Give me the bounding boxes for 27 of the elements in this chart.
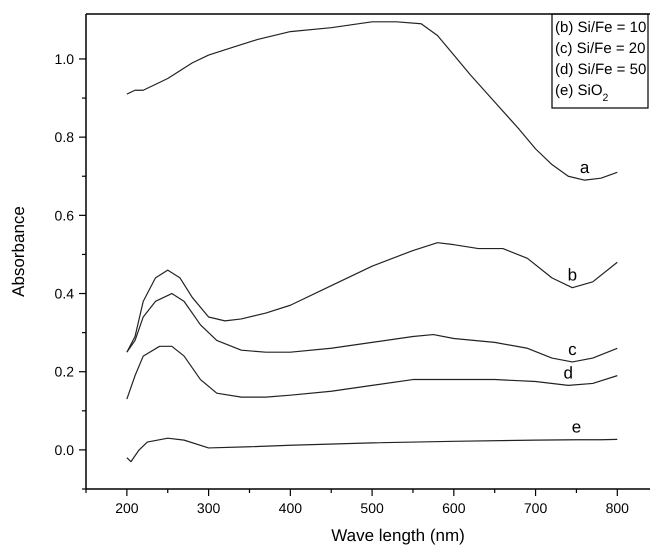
series-label: c bbox=[568, 340, 578, 359]
y-tick-label: 0.8 bbox=[54, 129, 74, 146]
line-series bbox=[126, 438, 618, 462]
y-axis-title: Absorbance bbox=[9, 206, 28, 297]
annotation: (e) SiO$_{2}$ bbox=[555, 82, 609, 104]
y-tick-label: 1.0 bbox=[54, 50, 74, 67]
annotation: (d) Si/Fe = 50 bbox=[555, 61, 646, 78]
x-tick-label: 200 bbox=[115, 500, 139, 516]
x-tick-label: 700 bbox=[524, 500, 548, 516]
x-tick-label: 600 bbox=[442, 500, 466, 516]
x-tick-label: 400 bbox=[278, 500, 302, 516]
y-tick-label: 0.2 bbox=[54, 364, 74, 380]
series-label: a bbox=[580, 158, 590, 178]
series-label: d bbox=[564, 363, 573, 382]
annotation: (c) Si/Fe = 20 bbox=[555, 40, 646, 57]
line-series bbox=[126, 21, 618, 181]
x-tick-label: 300 bbox=[196, 500, 220, 516]
series-label: b bbox=[568, 266, 578, 285]
annotation: (b) Si/Fe = 10 bbox=[555, 19, 646, 36]
line-series bbox=[126, 346, 618, 400]
y-tick-label: 0.4 bbox=[54, 286, 74, 302]
series-label: e bbox=[572, 418, 582, 437]
y-tick-label: 0.6 bbox=[54, 207, 74, 224]
x-axis-title: Wave length (nm) bbox=[331, 526, 465, 545]
y-tick-label: 0.0 bbox=[54, 442, 74, 458]
x-tick-label: 500 bbox=[360, 500, 384, 516]
x-tick-label: 800 bbox=[606, 500, 630, 516]
